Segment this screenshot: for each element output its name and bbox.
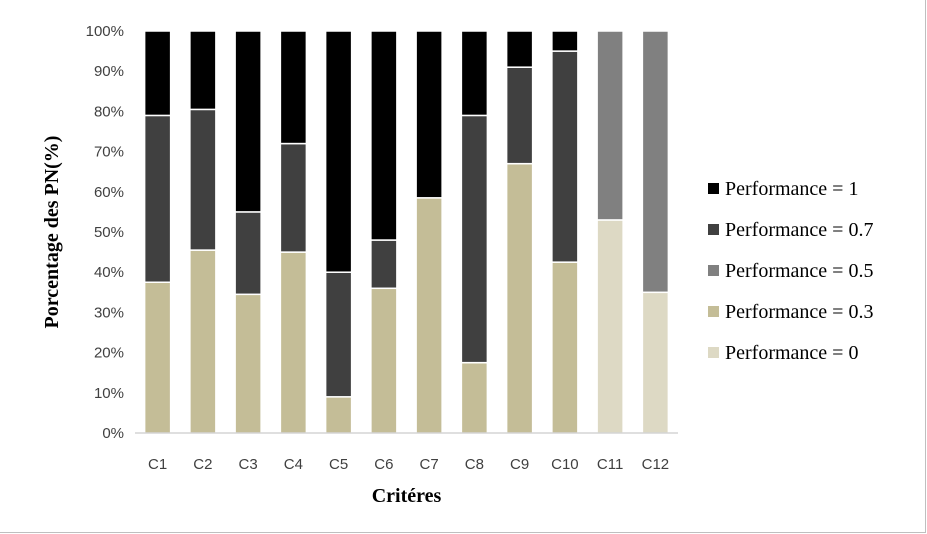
y-tick-label: 70%: [94, 144, 124, 161]
y-tick-label: 10%: [94, 385, 124, 402]
bar-segment: [415, 197, 443, 434]
y-tick-label: 30%: [94, 304, 124, 321]
y-tick-label: 20%: [94, 345, 124, 362]
bar-segment: [641, 291, 670, 434]
legend-label: Performance = 0.5: [725, 260, 873, 282]
bar-segment: [143, 30, 172, 117]
bar-segment: [505, 30, 534, 68]
bar-segment: [460, 114, 489, 364]
bar-segment: [370, 287, 398, 434]
legend-swatch: [708, 224, 719, 235]
y-axis-ticks: 0% 10% 20% 30% 40% 50% 60% 70% 80% 90% 100%: [86, 23, 124, 442]
x-tick-label: C3: [239, 456, 258, 473]
legend-label: Performance = 1: [725, 178, 858, 200]
y-tick-label: 50%: [94, 224, 124, 241]
legend-swatch: [708, 306, 719, 317]
bar-segment: [279, 251, 308, 434]
legend: Performance = 1 Performance = 0.7 Performa…: [708, 178, 873, 364]
y-tick-label: 90%: [94, 63, 124, 80]
bar-segment: [189, 30, 217, 111]
bar-segment: [324, 30, 353, 273]
bar-segment: [324, 396, 353, 434]
bar-segment: [551, 261, 579, 434]
x-tick-label: C12: [642, 456, 670, 473]
bar-segment: [279, 30, 308, 145]
bar-segment: [551, 30, 579, 52]
bar-segment: [415, 30, 443, 199]
x-tick-label: C10: [551, 456, 579, 473]
x-axis-ticks: C1 C2 C3 C4 C5 C6 C7 C8 C9 C10 C11 C12: [148, 456, 669, 473]
y-tick-label: 40%: [94, 264, 124, 281]
legend-label: Performance = 0.7: [725, 219, 873, 241]
x-tick-label: C2: [193, 456, 212, 473]
legend-label: Performance = 0: [725, 342, 858, 364]
legend-swatch: [708, 183, 719, 194]
bar-segment: [234, 293, 262, 434]
x-tick-label: C4: [284, 456, 303, 473]
x-axis-title: Critéres: [372, 485, 442, 507]
bar-segment: [505, 162, 534, 434]
x-tick-label: C5: [329, 456, 348, 473]
bar-segment: [189, 249, 217, 434]
y-tick-label: 100%: [86, 23, 124, 40]
x-tick-label: C6: [374, 456, 393, 473]
bar-segment: [143, 281, 172, 434]
bar-segment: [505, 66, 534, 165]
legend-label: Performance = 0.3: [725, 301, 873, 323]
bar-segment: [460, 30, 489, 117]
legend-swatch: [708, 347, 719, 358]
y-tick-label: 60%: [94, 184, 124, 201]
bar-segment: [189, 108, 217, 251]
x-tick-label: C1: [148, 456, 167, 473]
bar-segment: [324, 271, 353, 398]
bar-segment: [234, 211, 262, 296]
x-tick-label: C9: [510, 456, 529, 473]
x-tick-label: C8: [465, 456, 484, 473]
x-tick-label: C7: [420, 456, 439, 473]
legend-swatch: [708, 265, 719, 276]
bar-segment: [370, 30, 398, 241]
bars: [143, 30, 670, 434]
y-tick-label: 0%: [102, 425, 124, 442]
bar-segment: [370, 239, 398, 290]
bar-segment: [460, 361, 489, 434]
bar-segment: [596, 219, 624, 434]
bar-segment: [143, 114, 172, 283]
bar-segment: [596, 30, 624, 221]
y-axis-title: Porcentage des PN(%): [41, 136, 63, 329]
bar-segment: [641, 30, 670, 294]
bar-segment: [234, 30, 262, 213]
y-tick-label: 80%: [94, 103, 124, 120]
x-tick-label: C11: [597, 456, 623, 473]
bar-segment: [551, 50, 579, 263]
bar-segment: [279, 142, 308, 253]
